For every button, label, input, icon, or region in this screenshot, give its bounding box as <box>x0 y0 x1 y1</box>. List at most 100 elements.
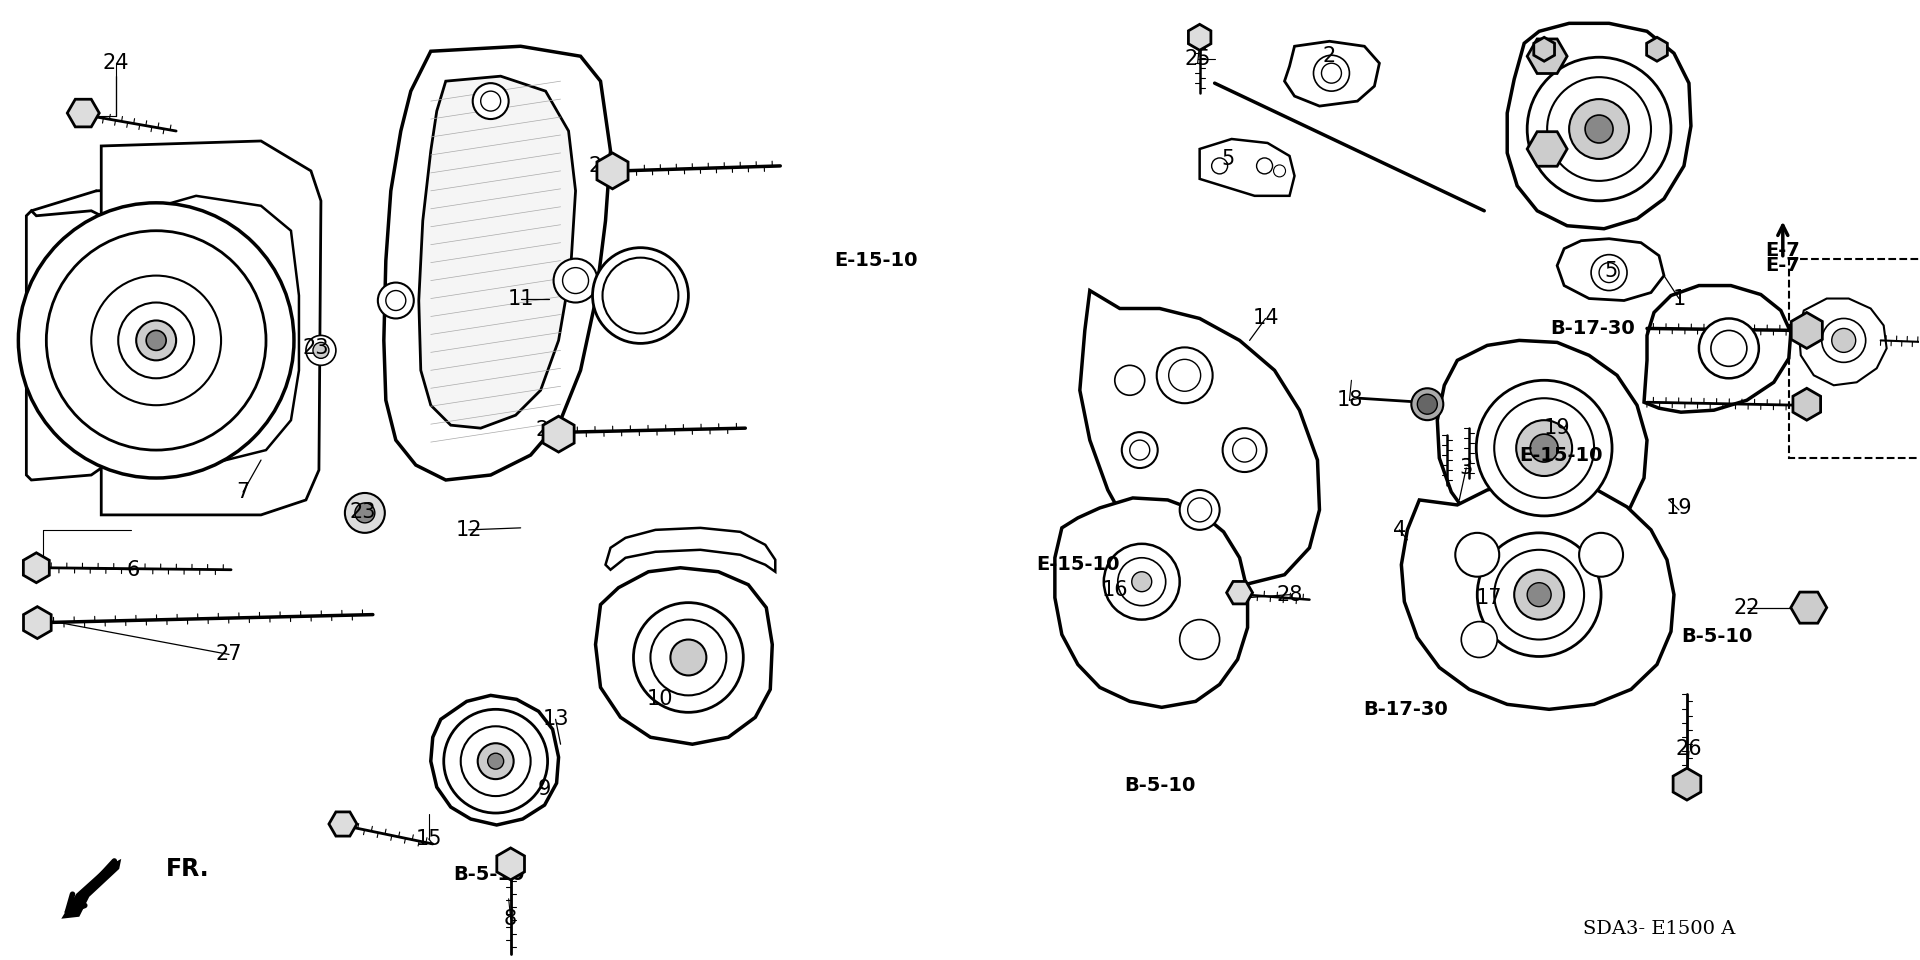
Circle shape <box>444 709 547 813</box>
Circle shape <box>355 503 374 523</box>
Circle shape <box>603 257 678 333</box>
Polygon shape <box>605 528 776 572</box>
Circle shape <box>1188 498 1212 522</box>
Polygon shape <box>111 196 300 465</box>
Circle shape <box>1822 319 1866 362</box>
Circle shape <box>92 276 221 405</box>
Polygon shape <box>27 211 102 480</box>
Text: 22: 22 <box>1534 43 1561 63</box>
Circle shape <box>563 268 589 294</box>
Polygon shape <box>328 812 357 836</box>
Circle shape <box>593 248 689 344</box>
Text: B-5-10: B-5-10 <box>1682 627 1753 646</box>
Circle shape <box>1129 440 1150 460</box>
Text: 5: 5 <box>1605 260 1619 280</box>
Text: 23: 23 <box>303 338 328 358</box>
Circle shape <box>19 203 294 478</box>
Circle shape <box>472 84 509 119</box>
Text: 11: 11 <box>507 289 534 308</box>
Text: 25: 25 <box>1185 49 1212 69</box>
Circle shape <box>1256 158 1273 174</box>
Polygon shape <box>1557 239 1665 300</box>
Circle shape <box>1530 434 1559 462</box>
Circle shape <box>1476 380 1613 516</box>
Text: B-5-10: B-5-10 <box>453 865 524 884</box>
Circle shape <box>1569 99 1628 159</box>
Text: FR.: FR. <box>167 857 209 881</box>
Polygon shape <box>1402 482 1674 709</box>
Circle shape <box>346 493 384 533</box>
Polygon shape <box>1526 39 1567 74</box>
Circle shape <box>1411 388 1444 420</box>
Text: 18: 18 <box>1336 390 1363 410</box>
Text: 28: 28 <box>1277 585 1302 605</box>
Polygon shape <box>1534 37 1555 61</box>
Circle shape <box>1179 619 1219 660</box>
Polygon shape <box>23 607 52 638</box>
Text: 5: 5 <box>1221 149 1235 169</box>
Polygon shape <box>1188 24 1212 50</box>
Text: 12: 12 <box>455 520 482 540</box>
Polygon shape <box>419 76 576 428</box>
Circle shape <box>1223 428 1267 472</box>
Circle shape <box>146 330 167 350</box>
Text: 27: 27 <box>215 644 242 664</box>
Polygon shape <box>497 848 524 879</box>
Circle shape <box>1313 56 1350 91</box>
Polygon shape <box>543 417 574 452</box>
Circle shape <box>1526 583 1551 607</box>
Circle shape <box>1169 359 1200 392</box>
Text: 8: 8 <box>505 909 516 928</box>
Polygon shape <box>61 859 121 919</box>
Text: 9: 9 <box>538 780 551 799</box>
Polygon shape <box>1793 388 1820 420</box>
Text: 2: 2 <box>1323 46 1336 66</box>
Text: 3: 3 <box>1459 458 1473 478</box>
Circle shape <box>670 639 707 676</box>
Circle shape <box>119 302 194 378</box>
Text: E-7: E-7 <box>1764 241 1801 260</box>
Circle shape <box>305 335 336 366</box>
Polygon shape <box>1791 313 1822 348</box>
Polygon shape <box>23 553 50 583</box>
Circle shape <box>1711 330 1747 367</box>
Circle shape <box>1131 572 1152 591</box>
Text: 17: 17 <box>1476 588 1503 608</box>
Circle shape <box>378 282 415 319</box>
Polygon shape <box>595 567 772 744</box>
Circle shape <box>1104 543 1179 619</box>
Text: E-15-10: E-15-10 <box>1037 555 1119 574</box>
Circle shape <box>1517 420 1572 476</box>
Circle shape <box>553 258 597 302</box>
Text: 16: 16 <box>1102 580 1129 600</box>
Circle shape <box>1578 533 1622 577</box>
Polygon shape <box>430 695 559 825</box>
Circle shape <box>1832 328 1857 352</box>
Circle shape <box>461 727 530 796</box>
Circle shape <box>1699 319 1759 378</box>
Circle shape <box>480 91 501 111</box>
Polygon shape <box>102 141 321 515</box>
Circle shape <box>1586 115 1613 143</box>
Circle shape <box>1548 77 1651 180</box>
Circle shape <box>651 619 726 695</box>
Polygon shape <box>1644 285 1791 412</box>
Text: 22: 22 <box>1734 598 1761 617</box>
Text: 7: 7 <box>236 482 250 502</box>
Polygon shape <box>1200 139 1294 196</box>
Text: 10: 10 <box>647 689 674 709</box>
Circle shape <box>1156 348 1213 403</box>
Circle shape <box>1599 263 1619 282</box>
Circle shape <box>488 754 503 769</box>
Polygon shape <box>1647 37 1667 61</box>
Polygon shape <box>384 46 611 480</box>
Text: 15: 15 <box>415 828 442 849</box>
Circle shape <box>478 743 515 780</box>
Circle shape <box>1179 490 1219 530</box>
Bar <box>1789 258 1920 458</box>
Circle shape <box>1476 533 1601 657</box>
Circle shape <box>1494 398 1594 498</box>
Circle shape <box>1515 569 1565 619</box>
Polygon shape <box>1054 498 1248 708</box>
Text: 19: 19 <box>1544 419 1571 438</box>
